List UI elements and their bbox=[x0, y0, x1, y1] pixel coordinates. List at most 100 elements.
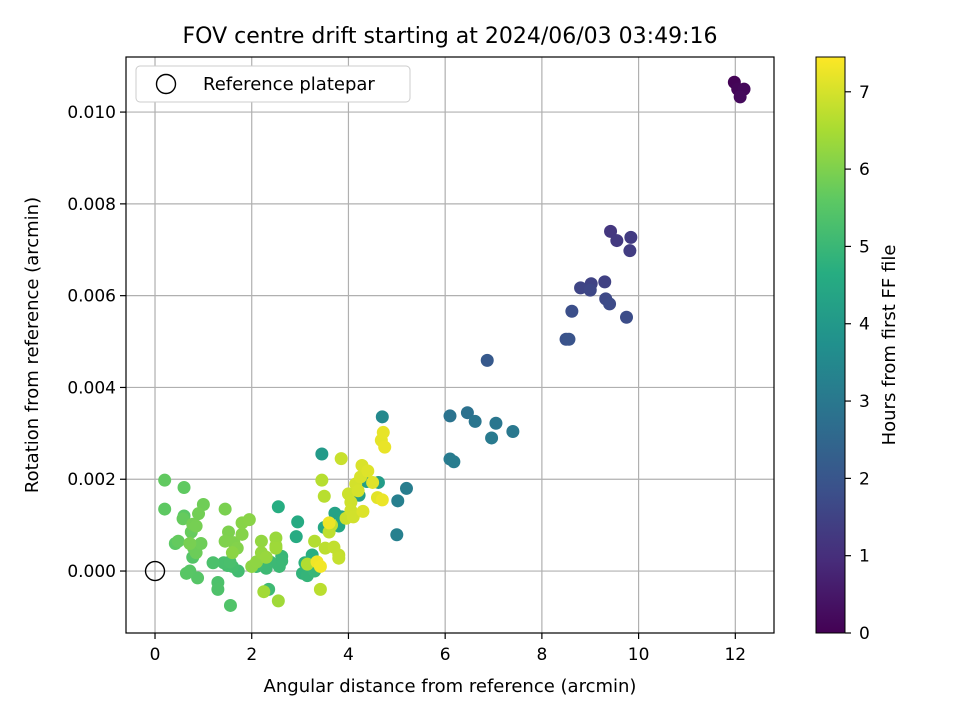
y-tick-label: 0.004 bbox=[67, 378, 116, 398]
x-tick-label: 0 bbox=[150, 645, 161, 665]
data-point bbox=[289, 530, 303, 544]
data-point bbox=[565, 304, 579, 318]
data-point bbox=[254, 534, 268, 548]
data-point bbox=[271, 500, 285, 514]
data-point bbox=[313, 559, 327, 573]
data-point bbox=[183, 537, 197, 551]
colorbar-tick-label: 2 bbox=[859, 469, 870, 489]
data-point bbox=[218, 502, 232, 516]
data-point bbox=[447, 455, 461, 469]
data-point bbox=[225, 546, 239, 560]
data-point bbox=[378, 440, 392, 454]
data-point bbox=[177, 481, 191, 495]
y-tick-label: 0.006 bbox=[67, 287, 116, 307]
data-point bbox=[158, 502, 172, 516]
colorbar-tick-label: 3 bbox=[859, 392, 870, 412]
data-point bbox=[206, 556, 220, 570]
x-tick-label: 12 bbox=[724, 645, 746, 665]
data-point bbox=[361, 464, 375, 478]
data-point bbox=[598, 275, 612, 289]
reference-platepar-marker bbox=[144, 560, 166, 582]
data-point bbox=[375, 410, 389, 424]
data-point bbox=[259, 561, 273, 575]
data-point bbox=[604, 224, 618, 238]
data-point bbox=[308, 534, 322, 548]
y-tick-label: 0.008 bbox=[67, 195, 116, 215]
data-point bbox=[257, 585, 271, 599]
y-tick-label: 0.000 bbox=[67, 562, 116, 582]
data-point bbox=[334, 452, 348, 466]
data-point bbox=[376, 425, 390, 439]
x-tick-label: 10 bbox=[628, 645, 650, 665]
data-point bbox=[460, 406, 474, 420]
data-point bbox=[317, 489, 331, 503]
data-point bbox=[485, 431, 499, 445]
data-point bbox=[390, 528, 404, 542]
colorbar-tick-label: 7 bbox=[859, 83, 870, 103]
grid-lines bbox=[126, 57, 774, 633]
reference-marker bbox=[144, 560, 166, 582]
data-point bbox=[179, 566, 193, 580]
x-axis-ticks: 0 2 4 6 8 10 12 bbox=[150, 633, 746, 665]
y-axis-label: Rotation from reference (arcmin) bbox=[22, 197, 43, 493]
data-point bbox=[620, 310, 634, 324]
colorbar-tick-label: 5 bbox=[859, 237, 870, 257]
data-point bbox=[610, 234, 624, 248]
data-point bbox=[189, 519, 203, 533]
data-point bbox=[733, 90, 747, 104]
colorbar-tick-label: 0 bbox=[859, 624, 870, 644]
data-point bbox=[562, 332, 576, 346]
legend-marker-circle bbox=[155, 73, 177, 95]
data-point bbox=[315, 473, 329, 487]
data-point bbox=[291, 515, 305, 529]
colorbar-ticks: 0 1 2 3 4 5 6 7 bbox=[845, 83, 870, 644]
y-tick-label: 0.010 bbox=[67, 103, 116, 123]
colorbar-tick-label: 6 bbox=[859, 160, 870, 180]
data-point bbox=[346, 510, 360, 524]
data-point bbox=[322, 516, 336, 530]
data-point bbox=[192, 507, 206, 521]
data-point bbox=[443, 409, 457, 423]
data-point bbox=[468, 414, 482, 428]
data-point bbox=[351, 484, 365, 498]
data-point bbox=[271, 594, 285, 608]
data-point bbox=[259, 550, 273, 564]
data-point bbox=[489, 416, 503, 430]
chart-title: FOV centre drift starting at 2024/06/03 … bbox=[183, 24, 718, 49]
y-tick-label: 0.002 bbox=[67, 470, 116, 490]
plot-frame bbox=[125, 56, 775, 634]
data-point bbox=[480, 353, 494, 367]
colorbar: 0 1 2 3 4 5 6 7 Hours from first FF file bbox=[815, 56, 900, 644]
colorbar-tick-label: 4 bbox=[859, 315, 870, 335]
legend: Reference platepar bbox=[135, 65, 411, 103]
data-point bbox=[623, 244, 637, 258]
data-point bbox=[211, 582, 225, 596]
data-point bbox=[603, 297, 617, 311]
data-point bbox=[391, 494, 405, 508]
x-tick-label: 2 bbox=[246, 645, 257, 665]
data-point bbox=[223, 598, 237, 612]
data-point bbox=[269, 541, 283, 555]
data-point bbox=[242, 513, 256, 527]
y-axis-ticks: 0.000 0.002 0.004 0.006 0.008 0.010 bbox=[67, 103, 126, 582]
colorbar-label: Hours from first FF file bbox=[879, 245, 900, 446]
data-point bbox=[313, 582, 327, 596]
colorbar-tick-label: 1 bbox=[859, 547, 870, 567]
data-point bbox=[171, 534, 185, 548]
data-point bbox=[399, 481, 413, 495]
data-point bbox=[235, 527, 249, 541]
legend-label: Reference platepar bbox=[203, 74, 375, 95]
data-point bbox=[315, 447, 329, 461]
data-points bbox=[158, 75, 751, 612]
data-point bbox=[506, 425, 520, 439]
x-tick-label: 8 bbox=[536, 645, 547, 665]
x-tick-label: 6 bbox=[440, 645, 451, 665]
legend-box bbox=[135, 65, 411, 103]
colorbar-gradient bbox=[815, 56, 846, 634]
data-point bbox=[366, 475, 380, 489]
x-axis-label: Angular distance from reference (arcmin) bbox=[264, 676, 637, 697]
x-tick-label: 4 bbox=[343, 645, 354, 665]
data-point bbox=[583, 283, 597, 297]
data-point bbox=[624, 230, 638, 244]
